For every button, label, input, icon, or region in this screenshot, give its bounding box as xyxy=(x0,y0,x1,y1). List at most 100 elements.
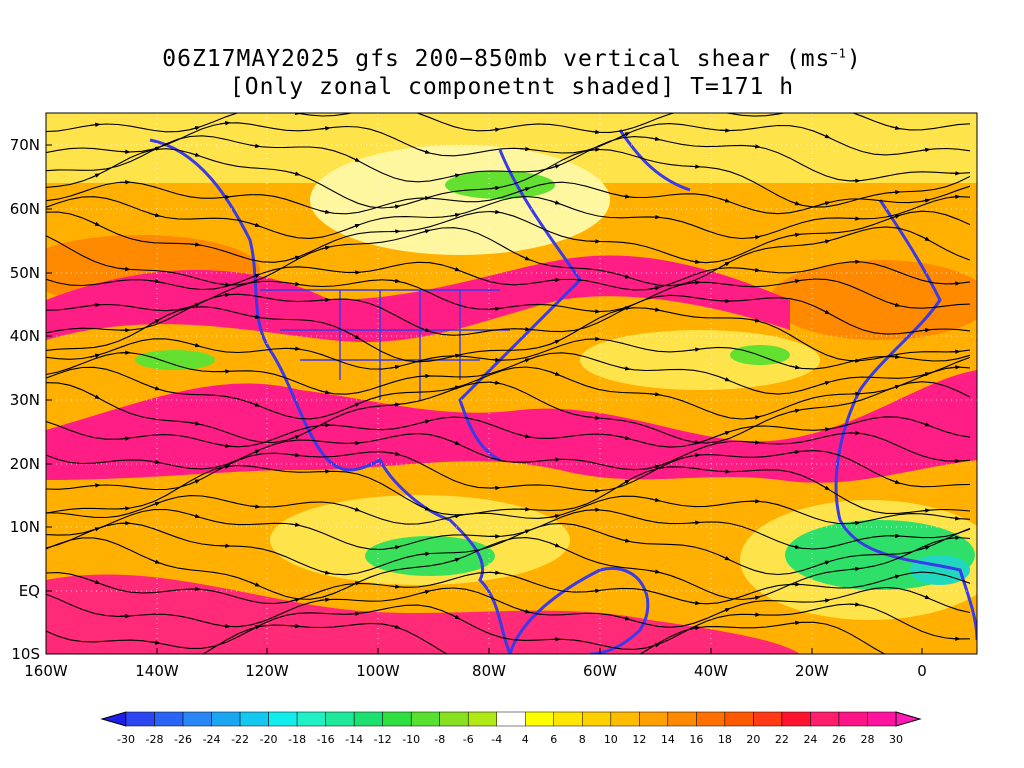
streamline-arrow xyxy=(519,529,531,535)
colorbar-box xyxy=(353,711,383,727)
colorbar-label: 12 xyxy=(632,733,647,746)
streamline-arrow xyxy=(889,384,901,390)
streamline-arrow xyxy=(689,347,701,352)
streamline-arrow xyxy=(449,213,461,218)
streamline-arrow xyxy=(249,273,261,279)
streamline-arrow xyxy=(619,435,631,441)
streamline-arrow xyxy=(519,146,531,152)
lat-label-10s: 10S xyxy=(11,645,40,663)
streamline-arrow xyxy=(919,545,931,551)
colorbar-box xyxy=(525,711,555,727)
streamline xyxy=(46,603,971,650)
colorbar-box xyxy=(553,711,583,727)
streamline-arrow xyxy=(549,339,561,345)
streamline-arrow xyxy=(649,497,661,503)
colorbar-box xyxy=(582,711,612,727)
streamline-arrow xyxy=(219,195,231,200)
streamline-arrow xyxy=(789,544,801,550)
streamline-arrow xyxy=(89,483,101,488)
colorbar-box xyxy=(239,711,269,727)
streamline-arrow xyxy=(389,402,401,407)
colorbar-box xyxy=(268,711,298,727)
colorbar-box xyxy=(382,711,412,727)
lat-label-eq: EQ xyxy=(18,582,40,600)
streamline-arrow xyxy=(819,239,831,244)
streamline xyxy=(46,432,971,471)
streamline-arrow xyxy=(749,415,761,420)
streamline-arrow xyxy=(119,436,131,441)
streamline-arrow xyxy=(689,600,701,606)
colorbar-label: 16 xyxy=(689,733,704,746)
streamline-arrow xyxy=(719,608,731,614)
streamline-arrow xyxy=(619,274,631,279)
streamline-arrow xyxy=(519,609,531,614)
streamline-arrow xyxy=(749,595,761,600)
streamline-arrow xyxy=(449,173,461,178)
streamline xyxy=(46,135,971,183)
streamline-arrow xyxy=(349,224,361,229)
streamline-arrow xyxy=(149,459,161,465)
streamline-arrow xyxy=(349,611,361,616)
streamline-arrow xyxy=(119,266,131,272)
colorbar-box xyxy=(810,711,840,727)
streamline-arrow xyxy=(589,415,601,420)
streamline-arrow xyxy=(349,333,361,340)
lon-label-80w: 80W xyxy=(472,662,506,680)
shading-atlantic-orange xyxy=(770,260,977,340)
streamline-arrow xyxy=(649,392,661,397)
colorbar-label: 20 xyxy=(746,733,761,746)
streamline-arrow xyxy=(90,666,98,667)
colorbar-label: -6 xyxy=(462,733,474,746)
colorbar-box xyxy=(410,711,440,727)
streamline-arrow xyxy=(589,147,601,152)
streamline-arrow xyxy=(349,506,361,512)
streamline-arrow xyxy=(449,440,461,446)
lon-label-20w: 20W xyxy=(795,662,829,680)
streamline-arrow xyxy=(489,380,501,385)
streamline-arrow xyxy=(949,516,961,521)
streamline xyxy=(46,416,971,448)
colorbar-label: 4 xyxy=(521,733,529,746)
streamline-arrow xyxy=(819,308,831,315)
colorbar-label: -4 xyxy=(491,733,503,746)
streamline-arrow xyxy=(689,453,701,458)
colorbar-box xyxy=(182,711,212,727)
colorbar-label: 26 xyxy=(831,733,846,746)
streamline-arrow xyxy=(149,640,161,645)
streamline-arrow xyxy=(549,277,561,283)
streamline-arrow xyxy=(419,327,431,333)
shading-north-jet xyxy=(46,255,790,342)
graticule xyxy=(46,113,977,654)
streamline-arrow xyxy=(489,570,501,575)
streamline-arrow xyxy=(249,504,261,509)
colorbar-label: 30 xyxy=(889,733,903,746)
streamline-arrow xyxy=(919,235,931,242)
colorbar-label: 18 xyxy=(717,733,732,746)
streamline-arrow xyxy=(249,581,261,587)
streamline-arrow xyxy=(819,598,831,603)
streamline-arrow xyxy=(189,479,201,485)
streamline-arrow xyxy=(719,261,731,268)
streamline-arrow xyxy=(819,483,831,491)
streamline-arrow xyxy=(689,625,701,631)
streamline-arrow xyxy=(319,597,331,603)
colorbar-box xyxy=(439,711,469,727)
colorbar-label: -16 xyxy=(316,733,335,746)
streamline-arrow xyxy=(689,280,701,285)
streamline-arrow xyxy=(149,279,161,284)
streamline-arrow xyxy=(419,149,431,154)
streamline-arrow xyxy=(549,164,561,169)
streamline-arrow xyxy=(519,255,531,261)
streamline-arrow xyxy=(919,508,931,513)
colorbar-box xyxy=(838,711,868,727)
streamline-arrow xyxy=(219,282,231,287)
streamline-arrow xyxy=(389,278,401,284)
colorbar-box xyxy=(724,711,754,727)
streamline xyxy=(46,536,971,601)
streamline-arrow xyxy=(149,558,161,564)
streamline-arrow xyxy=(289,346,301,351)
chart-title-line2: [Only zonal componetnt shaded] T=171 h xyxy=(229,74,795,100)
chart-title-line1: 06Z17MAY2025 gfs 200−850mb vertical shea… xyxy=(162,46,862,72)
axis-ticks xyxy=(46,144,923,654)
streamline-arrow xyxy=(489,357,501,363)
